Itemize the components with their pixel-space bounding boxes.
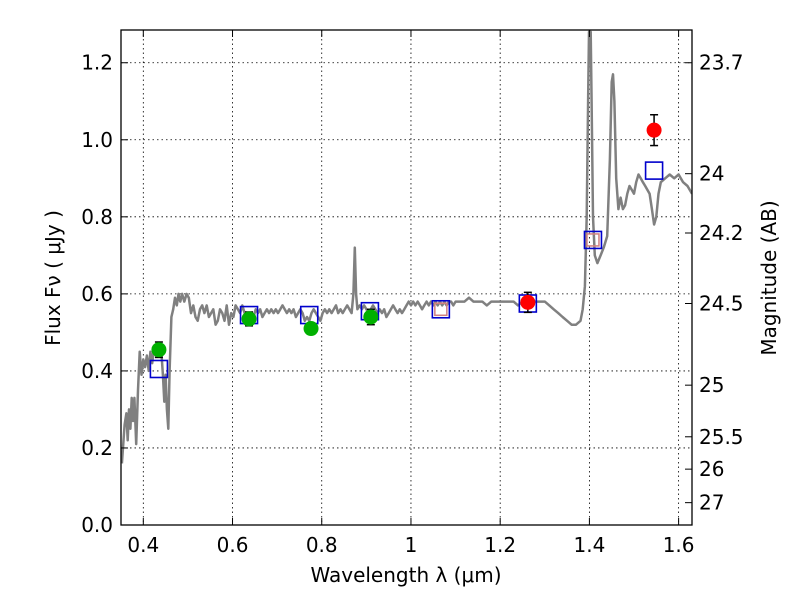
x-tick-label: 0.8 <box>306 533 338 557</box>
right-axis-label: Magnitude (AB) <box>757 200 781 355</box>
model-box <box>583 230 603 250</box>
green-data-point <box>241 311 257 327</box>
x-tick-label: 1 <box>405 533 418 557</box>
model-box <box>644 161 664 180</box>
model-boxes <box>149 161 664 379</box>
x-tick-label: 1.6 <box>663 533 695 557</box>
photometry-points <box>151 113 662 359</box>
y-tick-label: 0.2 <box>81 436 113 460</box>
x-tick-label: 0.6 <box>217 533 249 557</box>
model-box <box>431 299 451 319</box>
grid <box>121 30 692 525</box>
y2-tick-label: 27 <box>699 491 724 515</box>
x-tick-label: 0.4 <box>127 533 159 557</box>
y-tick-label: 1.0 <box>81 128 113 152</box>
y-tick-label: 0.6 <box>81 282 113 306</box>
red-data-point <box>646 122 662 138</box>
green-data-point <box>151 342 167 358</box>
y2-tick-label: 24.2 <box>699 221 744 245</box>
y2-tick-label: 25 <box>699 373 724 397</box>
green-data-point <box>303 321 319 337</box>
model-box <box>149 359 169 379</box>
y2-tick-label: 23.7 <box>699 51 744 75</box>
y-tick-label: 0.8 <box>81 205 113 229</box>
spectrum <box>121 30 692 464</box>
plot-frame <box>120 29 693 526</box>
y-tick-label: 0.0 <box>81 513 113 537</box>
y2-tick-label: 26 <box>699 457 724 481</box>
model-box-inner <box>586 233 600 247</box>
y2-tick-label: 24 <box>699 162 724 186</box>
y2-tick-label: 25.5 <box>699 425 744 449</box>
y-tick-label: 0.4 <box>81 359 113 383</box>
y-axis-label: Flux Fν ( μJy ) <box>41 210 65 346</box>
x-axis-label: Wavelength λ (μm) <box>310 563 501 587</box>
model-box-inner <box>434 302 448 317</box>
spectrum-line <box>121 30 692 464</box>
y-tick-label: 1.2 <box>81 51 113 75</box>
ticks: 0.4 0.6 0.8 1 1.2 1.4 1.6 0.0 0.2 0.4 0.6 0.8 1.0 1.2… <box>81 30 744 557</box>
x-tick-label: 1.2 <box>484 533 516 557</box>
x-tick-label: 1.4 <box>573 533 605 557</box>
red-data-point <box>520 294 536 310</box>
y2-tick-label: 24.5 <box>699 292 744 316</box>
green-data-point <box>363 309 379 325</box>
axes-frame <box>120 29 693 526</box>
